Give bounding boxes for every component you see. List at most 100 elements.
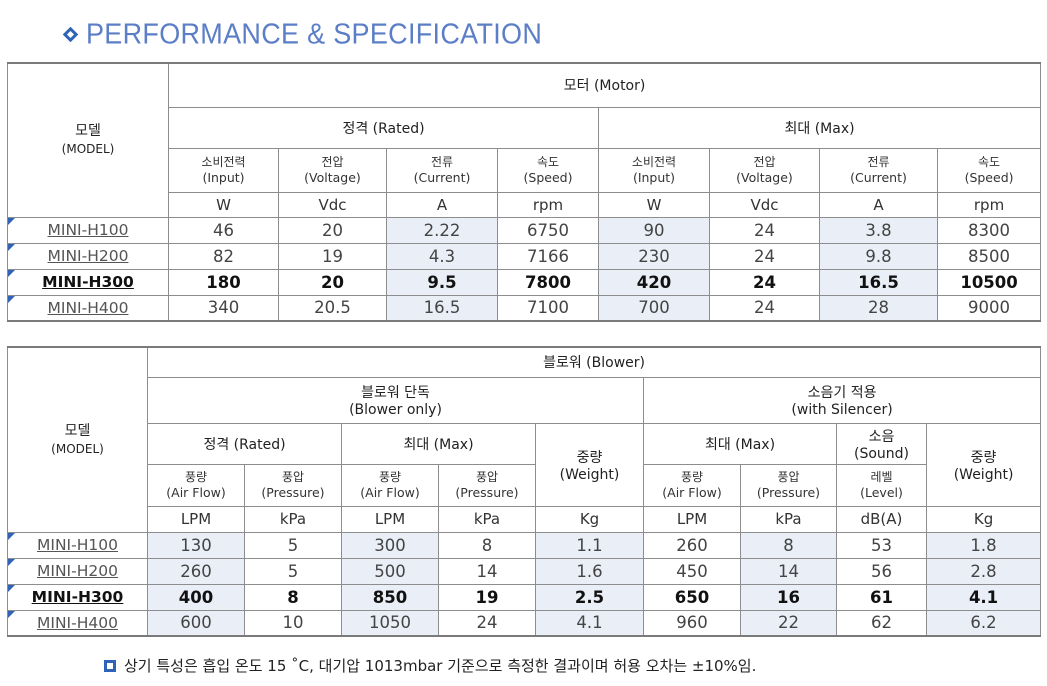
max-header-silencer: 최대 (Max) [643,422,837,465]
model-link[interactable]: MINI-H400 [7,609,148,637]
col-ko: 풍압 [475,470,499,484]
model-name: MINI-H200 [37,562,118,580]
value-cell: 8500 [936,242,1042,270]
value-cell: 90 [598,216,710,244]
weight-en: (Weight) [953,466,1014,483]
with-silencer-header: 소음기 적용 (with Silencer) [642,376,1042,424]
unit-cell: dB(A) [836,505,927,533]
col-ko: 소비전력 [631,155,677,169]
col-en: (Pressure) [756,485,821,500]
value-cell: 22 [740,609,837,637]
col-ko: 풍압 [281,470,305,484]
weight-header: 중량 (Weight) [535,422,644,507]
value-cell: 300 [341,531,439,559]
blower-only-header: 블로워 단독 (Blower only) [147,376,644,424]
motor-spec-table: 모델 (MODEL) 모터 (Motor) 정격 (Rated) 최대 (Max… [7,62,1042,322]
model-header-ko: 모델 [75,123,101,140]
value-cell: 14 [740,557,837,585]
col-en: (Speed) [523,170,573,185]
value-cell: 7166 [497,242,599,270]
col-en: (Current) [413,170,471,185]
value-cell: 56 [836,557,927,585]
value-cell: 2.5 [535,583,644,611]
col-ko: 풍량 [680,470,704,484]
value-cell: 24 [709,242,820,270]
unit-cell: rpm [497,191,599,218]
model-link[interactable]: MINI-H100 [7,531,148,559]
value-cell: 450 [643,557,741,585]
col-header: 풍압 (Pressure) [740,463,837,507]
unit-cell: rpm [936,191,1042,218]
value-cell: 62 [836,609,927,637]
blower-spec-table: 모델 (MODEL) 블로워 (Blower) 블로워 단독 (Blower o… [7,346,1042,637]
unit-cell: W [598,191,710,218]
col-ko: 전류 [867,155,890,169]
col-en: (Voltage) [736,170,793,185]
col-ko: 속도 [536,155,560,169]
table-row: MINI-H300 400 8 850 19 2.5 650 16 61 4.1 [7,583,1042,611]
weight-ko: 중량 [576,449,603,466]
model-name: MINI-H100 [37,536,118,554]
value-cell: 1.1 [535,531,644,559]
value-cell: 53 [836,531,927,559]
value-cell: 7800 [497,268,599,296]
value-cell: 650 [643,583,741,611]
model-header: 모델 (MODEL) [7,62,169,218]
table-row: MINI-H200 260 5 500 14 1.6 450 14 56 2.8 [7,557,1042,585]
col-header: 전류 (Current) [386,147,498,193]
col-ko: 레벨 [870,470,893,484]
blower-only-en: (Blower only) [349,402,442,418]
row-flag-icon [8,585,15,592]
model-link[interactable]: MINI-H100 [7,216,169,244]
unit-cell: Vdc [709,191,820,218]
blower-group-header: 블로워 (Blower) [146,346,1042,378]
unit-cell: A [386,191,498,218]
table-row: MINI-H400 340 20.5 16.5 7100 700 24 28 9… [7,294,1042,322]
row-flag-icon [8,296,15,303]
value-cell: 20 [278,216,387,244]
col-header: 전류 (Current) [819,147,938,193]
with-silencer-ko: 소음기 적용 [807,385,877,401]
value-cell: 16 [740,583,837,611]
col-header: 속도 (Speed) [936,147,1042,193]
model-link[interactable]: MINI-H300 [7,583,148,611]
value-cell: 24 [709,216,820,244]
footnote: 상기 특성은 흡입 온도 15 ˚C, 대기압 1013mbar 기준으로 측정… [104,655,756,676]
col-ko: 풍량 [378,470,402,484]
diamond-bullet-icon [62,26,79,42]
model-link[interactable]: MINI-H200 [7,242,169,270]
value-cell: 500 [341,557,439,585]
col-header: 풍량 (Air Flow) [341,463,439,507]
rated-header: 정격 (Rated) [147,422,342,465]
value-cell: 960 [643,609,741,637]
model-link[interactable]: MINI-H200 [7,557,148,585]
table-row: MINI-H200 82 19 4.3 7166 230 24 9.8 8500 [7,242,1042,270]
value-cell: 8 [438,531,536,559]
value-cell: 260 [147,557,245,585]
unit-cell: A [819,191,938,218]
value-cell: 16.5 [386,294,498,322]
footnote-text: 상기 특성은 흡입 온도 15 ˚C, 대기압 1013mbar 기준으로 측정… [124,657,757,675]
col-en: (Current) [850,170,907,185]
col-header: 풍압 (Pressure) [244,463,342,507]
square-bullet-icon [104,659,116,672]
sound-ko: 소음 [868,428,895,445]
model-link[interactable]: MINI-H300 [7,268,169,296]
value-cell: 230 [598,242,710,270]
value-cell: 700 [598,294,710,322]
col-ko: 풍압 [777,470,800,484]
table-row: MINI-H100 46 20 2.22 6750 90 24 3.8 8300 [7,216,1042,244]
unit-cell: kPa [438,505,536,533]
unit-cell: Vdc [278,191,387,218]
col-ko: 전류 [430,155,454,169]
value-cell: 5 [244,557,342,585]
max-header: 최대 (Max) [341,422,536,465]
value-cell: 61 [836,583,927,611]
model-link[interactable]: MINI-H400 [7,294,169,322]
value-cell: 24 [709,268,820,296]
col-ko: 풍량 [184,470,208,484]
value-cell: 9.8 [819,242,938,270]
col-en: (Pressure) [455,485,519,500]
col-ko: 소비전력 [201,155,246,169]
value-cell: 260 [643,531,741,559]
